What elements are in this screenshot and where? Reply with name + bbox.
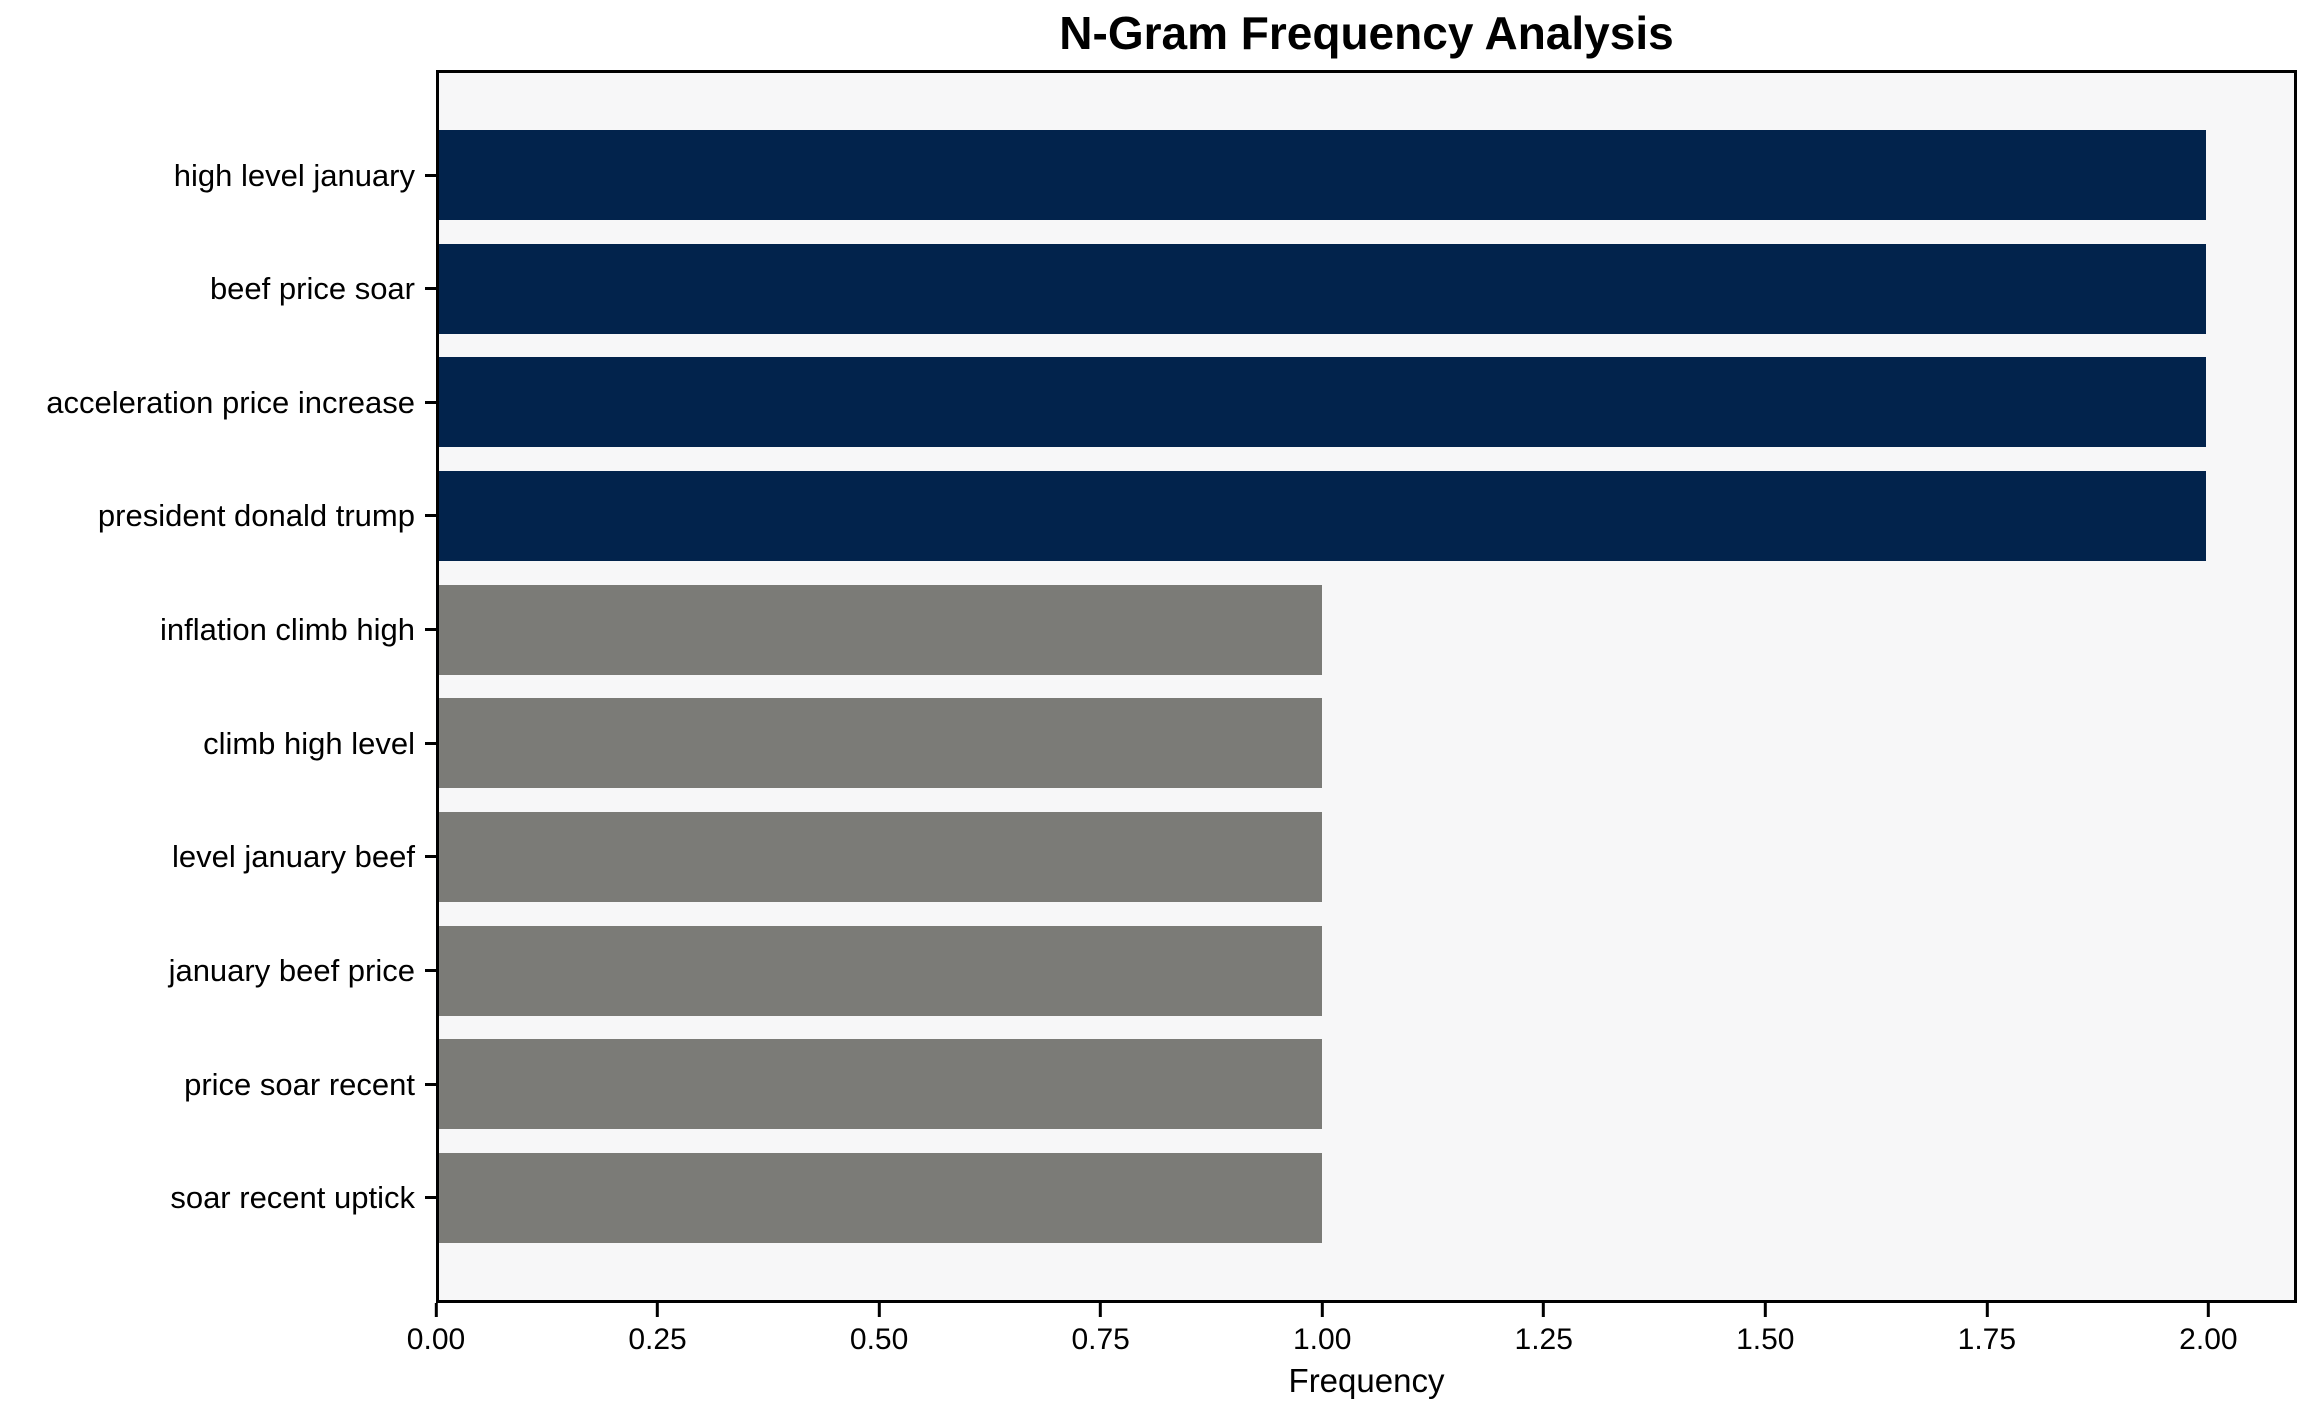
- y-tick-mark: [425, 173, 436, 177]
- y-tick-mark: [425, 514, 436, 518]
- x-tick: 1.25: [1515, 1303, 1573, 1355]
- x-tick: 2.00: [2179, 1303, 2238, 1356]
- x-tick-label: 0.00: [406, 1323, 466, 1356]
- y-tick-label: soar recent uptick: [170, 1180, 415, 1216]
- frequency-bar: [439, 811, 1323, 902]
- bar-row: president donald trump: [98, 470, 2294, 561]
- bar-row: january beef price: [169, 925, 2294, 1016]
- chart-title: N-Gram Frequency Analysis: [1059, 7, 1674, 59]
- plot-area: high level january beef price soar acceler…: [46, 70, 2297, 1303]
- y-tick-mark: [425, 287, 436, 291]
- y-tick-label: climb high level: [203, 725, 415, 761]
- y-tick-mark: [425, 1082, 436, 1086]
- x-tick: 1.50: [1736, 1303, 1794, 1355]
- x-tick-mark: [2206, 1303, 2210, 1317]
- frequency-bar: [439, 698, 1323, 789]
- x-axis-label: Frequency: [1288, 1362, 1445, 1399]
- bar-row: beef price soar: [210, 243, 2294, 334]
- x-tick: 1.75: [1958, 1303, 2016, 1355]
- frequency-bar: [439, 1039, 1323, 1130]
- frequency-bar: [439, 925, 1323, 1016]
- frequency-bar: [439, 1152, 1323, 1243]
- x-tick-label: 1.25: [1514, 1323, 1573, 1356]
- x-tick-label: 2.00: [2179, 1323, 2238, 1356]
- y-tick-label: high level january: [173, 157, 415, 193]
- x-tick-label: 1.50: [1736, 1323, 1795, 1356]
- x-tick-mark: [1320, 1303, 1324, 1317]
- bar-row: inflation climb high: [160, 584, 2294, 675]
- y-tick-label: president donald trump: [97, 498, 415, 534]
- y-tick-label: beef price soar: [209, 271, 415, 307]
- x-tick-label: 0.25: [628, 1323, 687, 1356]
- frequency-bar: [439, 130, 2206, 220]
- y-tick-mark: [425, 855, 436, 859]
- bar-row: high level january: [174, 130, 2294, 220]
- bar-row: soar recent uptick: [170, 1152, 2294, 1243]
- x-tick-mark: [656, 1303, 660, 1317]
- y-tick-mark: [425, 969, 436, 973]
- bar-row: price soar recent: [184, 1039, 2294, 1130]
- y-tick-mark: [425, 400, 436, 404]
- x-tick-mark: [1542, 1303, 1546, 1317]
- x-tick: 0.50: [850, 1303, 908, 1355]
- bar-row: level january beef: [172, 811, 2294, 902]
- bar-row: climb high level: [203, 698, 2294, 789]
- x-tick-mark: [1099, 1303, 1103, 1317]
- x-tick: 0.75: [1071, 1303, 1130, 1356]
- x-tick-label: 0.50: [849, 1323, 909, 1356]
- y-tick-label: january beef price: [168, 953, 415, 989]
- x-tick-mark: [1985, 1303, 1989, 1317]
- x-tick-label: 0.75: [1071, 1323, 1130, 1356]
- x-tick-mark: [1763, 1303, 1767, 1317]
- bar-row: acceleration price increase: [46, 357, 2294, 448]
- x-tick-label: 1.75: [1957, 1323, 2017, 1356]
- y-tick-label: level january beef: [172, 839, 415, 875]
- y-tick-label: inflation climb high: [159, 612, 415, 648]
- y-tick-label: acceleration price increase: [46, 384, 415, 420]
- frequency-bar: [439, 243, 2206, 334]
- y-tick-mark: [425, 1196, 436, 1200]
- x-tick-label: 1.00: [1292, 1323, 1352, 1356]
- x-tick: 0.25: [628, 1303, 687, 1356]
- x-tick: 0.00: [407, 1303, 465, 1355]
- y-tick-label: price soar recent: [184, 1066, 415, 1102]
- x-tick-mark: [434, 1303, 438, 1317]
- y-tick-mark: [425, 628, 436, 632]
- frequency-bar: [439, 357, 2206, 448]
- y-tick-mark: [425, 741, 436, 745]
- frequency-bar: [439, 470, 2206, 561]
- bars-container: high level january beef price soar acceler…: [46, 73, 2294, 1300]
- x-tick-mark: [877, 1303, 881, 1317]
- x-tick: 1.00: [1293, 1303, 1351, 1355]
- frequency-bar: [439, 584, 1323, 675]
